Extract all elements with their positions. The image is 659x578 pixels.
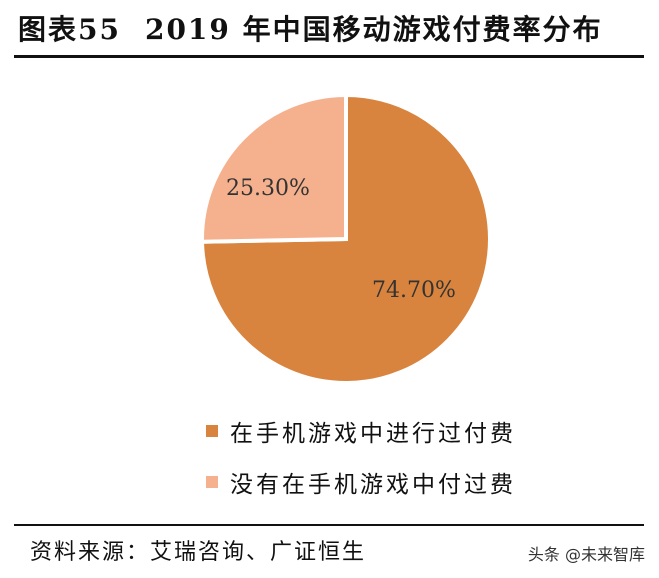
- legend-label-unpaid: 没有在手机游戏中付过费: [230, 472, 516, 498]
- top-rule: [14, 55, 644, 58]
- figure-number: 图表55: [18, 13, 121, 46]
- legend-label-paid: 在手机游戏中进行过付费: [230, 421, 516, 447]
- data-label-paid: 74.70%: [372, 278, 456, 303]
- pie-slice-unpaid: [200, 92, 348, 244]
- legend-swatch-unpaid: [206, 476, 218, 488]
- source-note: 资料来源：艾瑞咨询、广证恒生: [30, 540, 367, 565]
- legend-item-unpaid: 没有在手机游戏中付过费: [206, 466, 516, 498]
- legend-item-paid: 在手机游戏中进行过付费: [206, 415, 516, 447]
- data-label-unpaid: 25.30%: [226, 176, 310, 201]
- watermark: 头条 @未来智库: [527, 545, 645, 564]
- legend-swatch-paid: [206, 425, 218, 437]
- chart-title: 图表55 2019 年中国移动游戏付费率分布: [18, 10, 603, 50]
- title-text: 2019 年中国移动游戏付费率分布: [144, 13, 603, 46]
- bottom-rule: [14, 524, 644, 526]
- legend: 在手机游戏中进行过付费 没有在手机游戏中付过费: [206, 415, 516, 517]
